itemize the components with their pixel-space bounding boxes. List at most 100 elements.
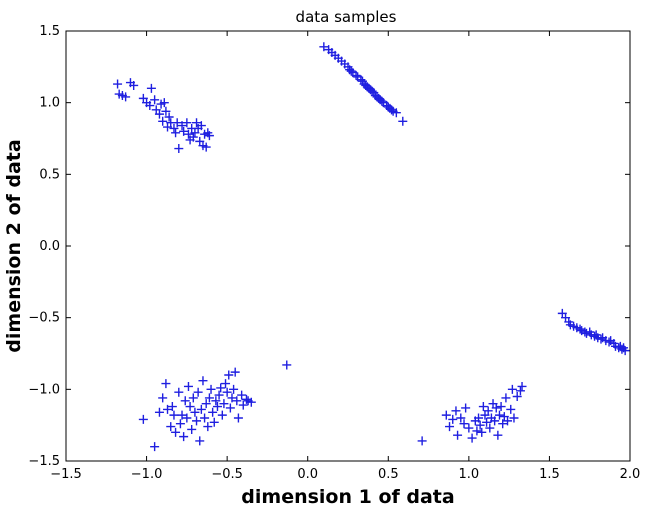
data-point (172, 118, 182, 128)
data-point (467, 433, 477, 443)
data-point (195, 436, 205, 446)
data-point (163, 404, 173, 414)
data-point (158, 393, 168, 403)
x-tick-label: 0.5 (378, 467, 399, 482)
data-point (456, 413, 466, 423)
data-point (512, 392, 522, 401)
data-point (183, 129, 193, 139)
data-point (169, 410, 179, 420)
data-point (232, 396, 242, 406)
data-point (351, 70, 361, 80)
data-point (179, 432, 189, 442)
data-point (596, 334, 606, 344)
x-tick-label: 0.0 (297, 467, 318, 482)
data-point (145, 101, 155, 111)
data-point (192, 416, 202, 426)
data-point (150, 95, 160, 105)
data-point (129, 80, 139, 90)
data-point (230, 367, 240, 377)
data-point (193, 387, 203, 397)
data-point (204, 393, 214, 403)
data-point (204, 131, 214, 141)
data-point (391, 108, 401, 118)
data-point (227, 393, 237, 403)
data-point (200, 413, 210, 423)
points-layer (113, 42, 630, 452)
data-point (201, 399, 211, 409)
data-point (154, 407, 164, 417)
data-point (575, 324, 585, 334)
y-tick-label: 0.5 (39, 167, 60, 182)
data-point (246, 397, 256, 407)
data-point (483, 406, 493, 416)
data-point (183, 381, 193, 391)
data-point (506, 404, 516, 414)
data-point (158, 116, 168, 126)
data-point (225, 403, 235, 413)
data-point (461, 403, 471, 413)
data-point (201, 142, 211, 152)
data-point (451, 406, 461, 416)
data-point (211, 396, 221, 406)
data-point (453, 430, 463, 440)
data-point (501, 393, 511, 403)
x-tick-label: −0.5 (211, 467, 243, 482)
data-point (192, 118, 202, 128)
data-point (214, 390, 224, 400)
data-point (493, 430, 503, 440)
data-point (154, 109, 164, 119)
data-point (498, 419, 508, 429)
data-point (198, 376, 208, 386)
data-point (203, 422, 213, 432)
data-point (161, 379, 171, 389)
data-point (182, 413, 192, 423)
data-point (417, 436, 427, 446)
data-point (159, 98, 169, 108)
data-point (171, 128, 181, 138)
data-point (503, 416, 513, 426)
data-point (187, 424, 197, 434)
data-point (496, 402, 506, 412)
data-point (188, 132, 198, 142)
data-point (174, 144, 184, 154)
x-axis-label: dimension 1 of data (241, 486, 454, 508)
data-point (206, 384, 216, 394)
data-point (448, 414, 458, 424)
data-point (474, 413, 484, 423)
y-tick-label: −1.0 (28, 382, 60, 397)
data-point (222, 387, 232, 397)
data-point (485, 423, 495, 433)
data-point (494, 410, 504, 420)
data-point (219, 399, 229, 409)
data-point (238, 400, 248, 410)
data-point (464, 423, 474, 433)
data-point (113, 79, 123, 89)
ticks-layer: −1.5 −1.0 −0.5 0.0 0.5 1.0 1.5 2.0 1.5 1.0 0.5 0.0 −… (28, 24, 640, 482)
chart-title: data samples (296, 8, 397, 26)
data-point (177, 121, 187, 131)
x-tick-label: 1.0 (459, 467, 480, 482)
data-point (241, 394, 251, 404)
data-point (161, 106, 171, 116)
data-point (282, 360, 292, 370)
y-tick-label: −1.5 (28, 454, 60, 469)
data-point (319, 42, 329, 52)
data-point (398, 116, 408, 126)
x-tick-label: 2.0 (620, 467, 641, 482)
data-point (169, 123, 179, 133)
data-point (171, 427, 181, 437)
data-point (475, 420, 485, 430)
data-point (604, 337, 614, 347)
x-tick-label: −1.5 (50, 467, 82, 482)
data-point (208, 407, 218, 417)
data-point (478, 402, 488, 412)
data-point (472, 426, 482, 436)
data-point (441, 410, 451, 420)
data-point (459, 419, 469, 429)
data-point (517, 381, 527, 391)
data-point (175, 419, 185, 429)
data-point (515, 386, 525, 396)
data-point (445, 422, 455, 432)
data-point (482, 417, 492, 427)
data-point (188, 393, 198, 403)
